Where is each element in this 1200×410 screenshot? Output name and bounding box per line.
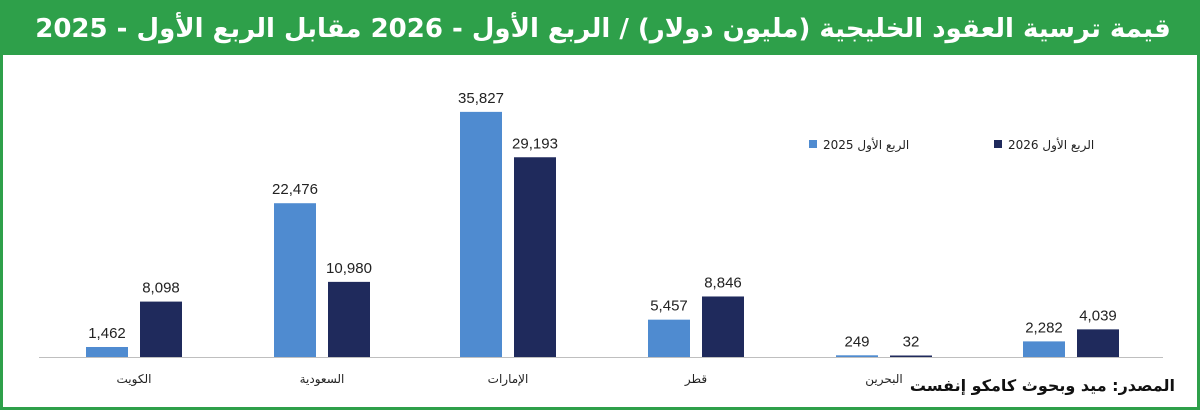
data-label-q1-2025: 35,827 — [458, 90, 504, 107]
header-bar: قيمة ترسية العقود الخليجية (مليون دولار)… — [3, 3, 1200, 55]
legend-q1-2025-swatch — [809, 140, 817, 148]
bar-q1-2025 — [86, 346, 128, 357]
data-label-q1-2026: 32 — [903, 334, 920, 351]
category-tick-label: الكويت — [117, 372, 152, 387]
category-tick-label: قطر — [684, 372, 707, 387]
bar-q1-2026 — [702, 296, 744, 357]
bar-q1-2026 — [328, 281, 370, 357]
legend-q1-2025-label: الربع الأول 2025 — [823, 137, 909, 153]
data-label-q1-2026: 10,980 — [326, 260, 372, 277]
bar-q1-2025 — [274, 203, 316, 357]
bar-q1-2026 — [1077, 329, 1119, 357]
legend-q1-2026-label: الربع الأول 2026 — [1008, 137, 1094, 153]
data-label-q1-2026: 29,193 — [512, 135, 558, 152]
data-label-q1-2026: 8,846 — [704, 274, 742, 291]
bar-q1-2026 — [140, 301, 182, 357]
bar-q1-2025 — [460, 111, 502, 357]
data-label-q1-2026: 4,039 — [1079, 307, 1117, 324]
bar-q1-2026 — [514, 157, 556, 357]
chart-title: قيمة ترسية العقود الخليجية (مليون دولار)… — [35, 14, 1171, 44]
category-tick-label: السعودية — [300, 372, 345, 387]
bar-q1-2026 — [890, 355, 932, 357]
legend-q1-2026-swatch — [994, 140, 1002, 148]
data-label-q1-2025: 22,476 — [272, 181, 318, 198]
bar-q1-2025 — [1023, 341, 1065, 357]
data-label-q1-2026: 8,098 — [142, 280, 180, 297]
bar-chart: 1,462 8,098 الكويت 22,476 10,980 السعودية 35,8… — [39, 90, 1163, 387]
data-label-q1-2025: 2,282 — [1025, 319, 1063, 336]
chart-panel: 1,462 8,098 الكويت 22,476 10,980 السعودية 35,8… — [39, 71, 1163, 387]
data-label-q1-2025: 1,462 — [88, 325, 126, 342]
source-note: المصدر: ميد وبحوث كامكو إنفست — [903, 374, 1181, 397]
category-tick-label: الإمارات — [488, 372, 529, 387]
bar-q1-2025 — [836, 355, 878, 357]
data-label-q1-2025: 249 — [844, 333, 869, 350]
category-tick-label: البحرين — [865, 372, 902, 387]
bar-q1-2025 — [648, 319, 690, 357]
data-label-q1-2025: 5,457 — [650, 298, 688, 315]
